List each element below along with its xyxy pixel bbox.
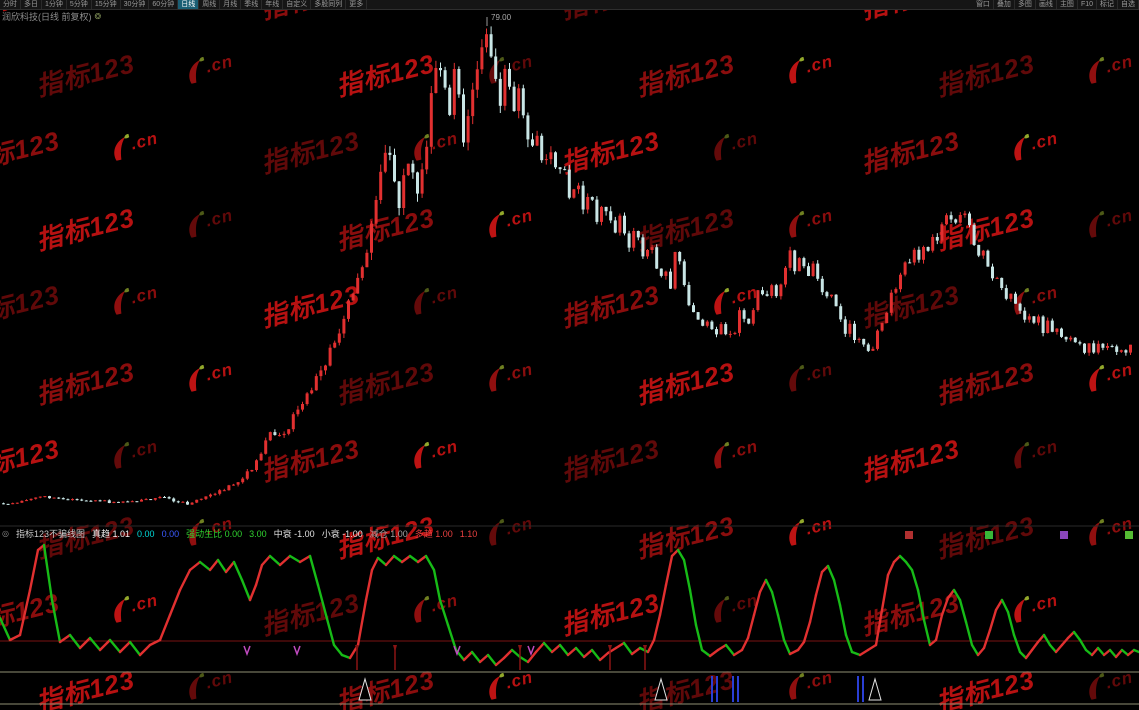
- period-tab[interactable]: 15分钟: [92, 0, 121, 9]
- indicator-value: 减仓 1.00: [369, 529, 408, 539]
- indicator-expand-icon[interactable]: ◎: [2, 529, 9, 538]
- stock-title: 润欣科技(日线 前复权): [2, 11, 92, 22]
- signal-chip: [905, 531, 913, 539]
- high-price-marker: 79.00: [486, 13, 512, 26]
- period-tab[interactable]: 更多: [346, 0, 368, 9]
- buy-triangle-markers: [358, 677, 882, 701]
- indicator-header: ◎ 指标123不骗线图 真趋 1.01 0.00 0.00 强动生比 0.00 3.00 中衰…: [0, 527, 1139, 541]
- indicator-value: 中衰 -1.00: [273, 529, 315, 539]
- blue-signal-bars: [711, 676, 864, 702]
- period-tabs: 分时 多日 1分钟 5分钟 15分钟 30分钟 60分钟 日线 周线 月线 季线 年线 自定义 多股同列更…: [0, 0, 368, 9]
- period-tab[interactable]: 年线: [262, 0, 284, 9]
- indicator-value: 0.00: [161, 529, 180, 539]
- period-tab[interactable]: 30分钟: [121, 0, 150, 9]
- toolbar-button[interactable]: 主图: [1057, 0, 1078, 9]
- toolbar-button[interactable]: 标记: [1097, 0, 1118, 9]
- period-tab[interactable]: 周线: [199, 0, 221, 9]
- period-tab[interactable]: 自定义: [283, 0, 312, 9]
- indicator-value: 小衰 -1.00: [321, 529, 363, 539]
- toolbar-button[interactable]: 多图: [1015, 0, 1036, 9]
- period-tab[interactable]: 月线: [220, 0, 242, 9]
- period-tab[interactable]: 60分钟: [149, 0, 179, 9]
- svg-text:79.00: 79.00: [491, 13, 512, 22]
- indicator-value: 多趋 1.00: [414, 529, 453, 539]
- toolbar-actions: 窗口 叠加 多图 画线 主图 F10 标记 自选: [973, 0, 1139, 9]
- sell-arrow-markers: [243, 645, 647, 670]
- toolbar-button[interactable]: 自选: [1118, 0, 1139, 9]
- period-tab[interactable]: 日线: [178, 0, 200, 9]
- signal-chip: [1060, 531, 1068, 539]
- period-tab[interactable]: 季线: [241, 0, 263, 9]
- indicator-value: 强动生比 0.00: [186, 529, 243, 539]
- indicator-value: 指标123不骗线图: [15, 529, 86, 539]
- signal-chip: [1125, 531, 1133, 539]
- period-tab[interactable]: 多日: [21, 0, 42, 9]
- period-tab[interactable]: 5分钟: [67, 0, 92, 9]
- indicator-flower-icon[interactable]: ❂: [94, 11, 102, 21]
- period-tab[interactable]: 多股同列: [311, 0, 347, 9]
- indicator-value: 3.00: [249, 529, 267, 539]
- period-tab[interactable]: 1分钟: [42, 0, 67, 9]
- toolbar-button[interactable]: F10: [1078, 0, 1097, 9]
- indicator-value: 1.10: [459, 529, 478, 539]
- toolbar-button[interactable]: 叠加: [994, 0, 1015, 9]
- toolbar-button[interactable]: 窗口: [973, 0, 994, 9]
- period-toolbar: 分时 多日 1分钟 5分钟 15分钟 30分钟 60分钟 日线 周线 月线 季线 年线 自定义 多股同列更…: [0, 0, 1139, 10]
- period-tab[interactable]: 分时: [0, 0, 21, 9]
- oscillator-line: [0, 543, 1139, 667]
- stock-title-bar: 润欣科技(日线 前复权) ❂: [2, 10, 101, 22]
- candlestick-series: [2, 26, 1132, 505]
- signal-chip: [985, 531, 993, 539]
- toolbar-button[interactable]: 画线: [1036, 0, 1057, 9]
- indicator-value: 真趋 1.01: [92, 529, 131, 539]
- indicator-value: 0.00: [137, 529, 155, 539]
